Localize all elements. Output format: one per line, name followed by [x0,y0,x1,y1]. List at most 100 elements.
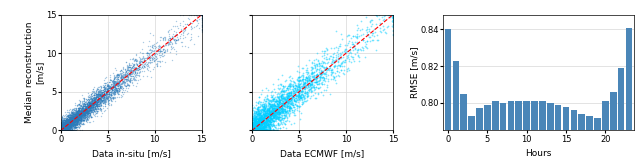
Point [116,82,126,85]
Point [83,111,93,114]
Point [70,121,80,123]
Point [336,33,346,35]
Point [85,112,95,114]
Point [253,129,263,132]
Point [380,31,390,34]
Point [74,102,84,104]
Point [73,115,83,118]
Point [63,126,74,128]
Point [259,129,269,132]
Point [266,100,276,103]
Point [253,129,264,132]
Point [348,58,358,60]
Point [257,115,267,118]
Point [309,85,319,88]
Point [87,102,97,105]
Point [287,109,297,112]
Point [264,111,274,113]
Point [99,101,109,103]
Point [264,127,275,130]
Point [89,110,99,112]
Point [282,93,292,96]
Point [294,76,305,79]
Point [292,79,303,81]
Point [270,115,280,118]
Point [262,114,273,117]
Point [321,71,331,73]
Point [57,129,67,132]
Point [68,119,79,122]
Point [59,129,69,132]
Point [250,129,260,132]
Point [56,126,67,128]
Point [95,94,105,96]
Point [68,121,78,124]
Point [96,104,106,106]
Point [259,129,269,132]
Point [60,126,70,128]
Point [86,103,97,105]
Point [96,99,106,102]
Point [113,81,124,83]
Point [99,93,109,96]
Point [90,99,100,102]
Point [252,129,262,132]
Point [77,118,87,120]
Point [88,105,99,107]
Point [271,105,281,108]
Point [253,111,264,114]
Point [269,115,279,118]
Point [267,110,277,113]
Point [75,125,85,128]
Point [284,93,294,95]
Point [79,109,89,111]
Point [95,90,105,93]
Point [254,129,264,132]
Point [97,94,108,97]
Point [318,94,328,96]
Point [183,17,193,19]
Point [264,117,274,119]
Point [293,96,303,98]
Point [57,128,67,130]
Point [111,89,122,91]
Point [57,123,67,126]
Point [58,129,68,132]
Point [75,104,85,106]
Point [252,118,262,120]
Point [282,94,292,96]
Point [260,112,270,115]
Point [58,125,68,128]
Point [68,115,79,117]
Point [310,76,320,79]
Point [60,129,70,132]
Point [327,72,337,75]
Point [80,116,90,119]
Point [63,125,73,127]
Point [248,129,258,132]
Point [274,124,284,126]
Point [116,69,127,72]
Point [77,106,88,109]
Point [115,86,125,89]
Point [252,128,262,131]
Point [72,111,82,114]
Point [281,89,291,91]
Point [73,116,83,118]
Point [335,45,345,48]
Point [298,101,308,104]
Point [60,129,70,132]
Point [115,87,125,89]
Point [67,119,77,122]
Point [89,94,99,96]
Point [130,68,140,70]
Point [284,107,294,110]
Point [372,38,382,41]
Point [324,69,334,72]
Point [72,115,83,118]
Point [71,111,81,114]
Point [275,87,285,90]
Point [59,127,69,130]
Point [61,124,72,126]
Point [91,104,101,107]
